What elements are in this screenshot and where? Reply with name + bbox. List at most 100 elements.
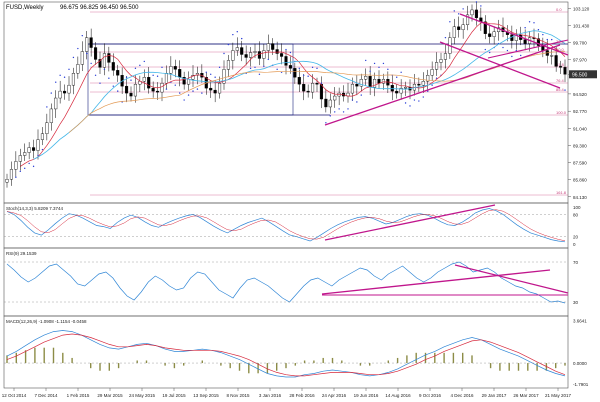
sar-dot	[86, 52, 88, 55]
candle-body	[40, 133, 44, 140]
candle-body	[457, 26, 461, 30]
fib-label: 0.0	[556, 7, 562, 12]
trendline-channel-top[interactable]	[459, 13, 569, 56]
sar-dot	[453, 10, 455, 12]
sar-dot	[524, 27, 526, 29]
candle-body	[390, 84, 394, 92]
trendline-up[interactable]	[324, 44, 561, 126]
sar-dot	[108, 77, 110, 79]
sar-dot	[542, 33, 544, 36]
candle-body	[435, 62, 439, 70]
sar-dot	[134, 67, 137, 70]
candle-body	[89, 37, 93, 48]
date-axis-label: 28 Feb 2016	[289, 393, 315, 398]
price-axis-label: 84.130	[573, 195, 587, 200]
sar-dot	[81, 34, 83, 37]
sar-dot	[369, 70, 371, 73]
date-axis-label: 24 May 2015	[129, 393, 156, 398]
sar-dot	[152, 74, 154, 76]
chart-panels	[3, 1, 569, 389]
rsi-axis-label: 70	[573, 260, 579, 265]
sar-dot	[161, 66, 163, 69]
candle-body	[178, 69, 182, 78]
candle-body	[474, 9, 478, 19]
sar-dot	[528, 21, 531, 23]
sar-dot	[205, 71, 207, 74]
price-axis-label: 99.700	[573, 41, 587, 46]
candle-body	[102, 53, 106, 68]
sar-dot	[28, 162, 30, 165]
candle-body	[368, 76, 372, 88]
candle-body	[85, 37, 89, 52]
candle-body	[355, 83, 359, 87]
fib-label: 61.8	[556, 62, 565, 67]
candle-body	[430, 69, 434, 76]
candle-body	[169, 66, 173, 74]
candle-body	[466, 14, 470, 25]
sar-dot	[449, 21, 451, 23]
candle-body	[244, 54, 248, 58]
rsi-trendline-up[interactable]	[321, 269, 551, 295]
candle-body	[54, 97, 58, 110]
candle-body	[147, 77, 151, 89]
sar-dot	[316, 67, 318, 70]
sar-dot	[59, 74, 61, 76]
price-axis-label: 89.300	[573, 144, 587, 149]
sar-dot	[387, 68, 389, 71]
candle-body	[156, 90, 160, 93]
price-axis-label: 101.430	[573, 23, 590, 28]
sar-dot	[511, 55, 513, 58]
date-axis-label: 21 May 2017	[545, 393, 572, 398]
rsi-trendline-down[interactable]	[454, 264, 569, 294]
chart-title: FUSD,Weekly	[6, 5, 44, 11]
macd-axis-label: 3.6641	[573, 318, 587, 323]
sar-dot	[72, 56, 75, 59]
candle-body	[125, 85, 129, 94]
stoch-trendline[interactable]	[324, 204, 496, 241]
sar-dot	[156, 75, 159, 77]
candle-body	[218, 82, 222, 94]
candle-body	[94, 47, 98, 60]
trendline-cross[interactable]	[487, 39, 569, 59]
candle-body	[523, 39, 527, 44]
sar-dot	[254, 66, 256, 69]
sar-dot	[320, 82, 323, 84]
candle-body	[213, 89, 217, 94]
candle-body	[311, 82, 315, 93]
sar-dot	[112, 85, 114, 87]
stoch-k-line	[6, 208, 566, 243]
candle-body	[488, 33, 492, 37]
candle-body	[350, 83, 354, 94]
sar-dot	[356, 101, 358, 103]
trendlines[interactable]	[321, 13, 569, 296]
price-axis-label: 94.520	[573, 92, 587, 97]
sar-dot	[462, 8, 464, 10]
sar-dot	[334, 111, 336, 113]
rsi-label: RSI(9) 29.1539	[6, 251, 37, 256]
candle-body	[302, 83, 306, 92]
trendline-channel-bottom[interactable]	[439, 41, 561, 89]
sar-dot	[125, 76, 128, 78]
sar-dot	[365, 59, 367, 62]
sar-dot	[422, 96, 424, 98]
sar-dot	[201, 92, 203, 94]
candle-body	[404, 86, 408, 89]
sar-dot	[55, 81, 57, 83]
candle-body	[226, 60, 230, 70]
candle-body	[235, 47, 239, 51]
macd-label: MACD(12,26,9) -1.0908 -1.1154 -0.0458	[6, 319, 87, 324]
candle-body	[470, 9, 474, 16]
sar-dot	[537, 29, 540, 31]
sar-dot	[46, 106, 48, 108]
sar-dot	[165, 88, 168, 90]
sar-dot	[329, 115, 331, 117]
candle-body	[27, 147, 31, 153]
sar-dot	[489, 51, 491, 54]
sar-dot	[404, 102, 407, 104]
sar-dot	[303, 74, 305, 76]
candle-body	[275, 49, 279, 54]
sar-dot	[249, 67, 252, 70]
date-axis-label: 29 Mar 2015	[97, 393, 123, 398]
